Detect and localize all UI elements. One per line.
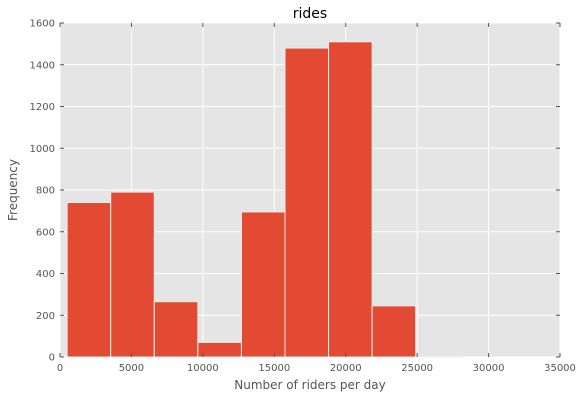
histogram-bar: [110, 191, 155, 358]
x-tick-label: 35000: [544, 363, 576, 374]
x-tick-label: 0: [57, 363, 63, 374]
histogram-bar: [284, 47, 330, 358]
x-tick-label: 5000: [119, 363, 144, 374]
x-tick-label: 10000: [187, 363, 219, 374]
histogram-bar: [415, 355, 460, 358]
y-axis-ticks: 0 200 400 600 800 1000 1200 1400 1600: [30, 19, 560, 364]
x-axis-ticks: 0 5000 10000 15000 20000 25000 30000 35000: [57, 23, 576, 374]
x-tick-label: 20000: [330, 363, 362, 374]
x-axis-label: Number of riders per day: [234, 378, 386, 392]
histogram-bar: [153, 301, 199, 358]
y-tick-label: 400: [36, 269, 55, 280]
histogram-bar: [66, 202, 112, 358]
y-tick-label: 600: [36, 227, 55, 238]
y-tick-label: 1000: [30, 144, 55, 155]
histogram-bars: [66, 41, 460, 358]
x-tick-label: 30000: [473, 363, 505, 374]
y-tick-label: 800: [36, 186, 55, 197]
histogram-bar: [240, 211, 286, 358]
y-tick-label: 1400: [30, 60, 55, 71]
histogram-bar: [328, 41, 373, 358]
y-tick-label: 1200: [30, 102, 55, 113]
x-tick-label: 25000: [401, 363, 433, 374]
y-tick-label: 1600: [30, 19, 55, 30]
y-axis-label: Frequency: [6, 159, 20, 221]
y-tick-label: 200: [36, 311, 55, 322]
x-tick-label: 15000: [258, 363, 290, 374]
histogram-bar: [197, 341, 242, 358]
chart-title: rides: [293, 6, 327, 22]
y-tick-label: 0: [49, 353, 55, 364]
histogram-bar: [371, 305, 417, 358]
